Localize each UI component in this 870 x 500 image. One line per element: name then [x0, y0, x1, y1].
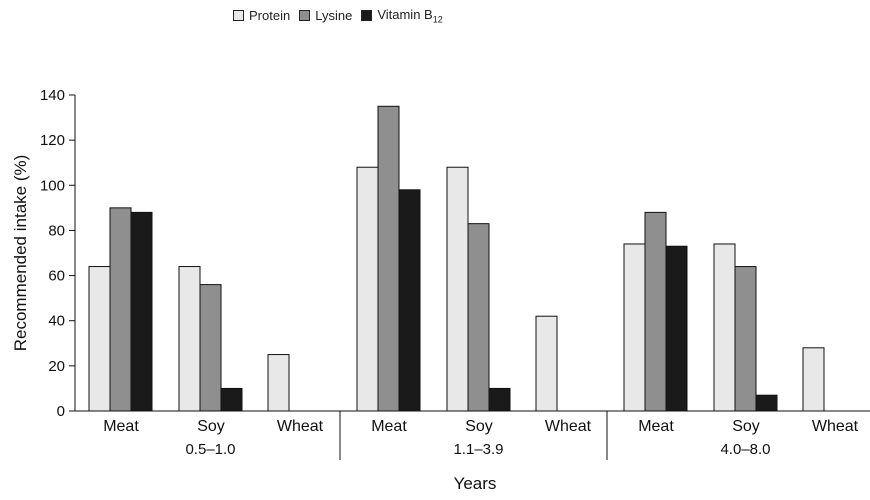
y-tick-label: 0 [57, 403, 65, 420]
x-category-label: Wheat [277, 418, 324, 435]
y-tick-label: 40 [48, 313, 65, 330]
bar-lysine [644, 211, 667, 412]
bar-protein [802, 347, 825, 412]
bars [88, 105, 825, 412]
y-tick-label: 100 [40, 177, 65, 194]
bar-protein [535, 315, 558, 412]
y-tick-label: 20 [48, 358, 65, 375]
x-group-label: 0.5–1.0 [185, 441, 235, 458]
x-group-label: 4.0–8.0 [720, 441, 770, 458]
bar-lysine [734, 266, 757, 412]
y-axis-title: Recommended intake (%) [11, 155, 30, 352]
legend-swatch-protein [233, 10, 244, 22]
x-axis: Meat Soy Wheat 0.5–1.0 Meat Soy Wheat 1.1–3.9 Me… [75, 410, 870, 460]
legend-swatch-vitamin-b12 [361, 10, 373, 22]
bar-lysine [467, 223, 490, 412]
y-axis: 0 20 40 60 80 100 120 140 [40, 87, 76, 420]
legend-swatch-lysine [299, 10, 311, 22]
bar-vitamin-b12 [130, 211, 153, 412]
bar-protein [713, 243, 736, 412]
x-category-label: Meat [638, 418, 674, 435]
x-category-label: Meat [103, 418, 139, 435]
bar-vitamin-b12 [220, 387, 243, 412]
legend-label-protein: Protein [249, 8, 291, 24]
x-category-label: Soy [732, 418, 760, 435]
bar-protein [446, 166, 469, 412]
bar-vitamin-b12 [398, 189, 421, 412]
bar-vitamin-b12 [488, 387, 511, 412]
y-tick-label: 80 [48, 222, 65, 239]
bar-vitamin-b12 [755, 394, 778, 412]
x-category-label: Soy [465, 418, 493, 435]
bar-protein [178, 266, 201, 412]
bar-vitamin-b12 [665, 245, 688, 412]
legend-item-protein: Protein [233, 8, 290, 23]
legend-item-vitamin-b12: Vitamin B12 [361, 7, 443, 25]
x-category-label: Soy [197, 418, 225, 435]
bar-lysine [199, 284, 222, 412]
x-axis-title: Years [454, 474, 497, 493]
bar-protein [88, 266, 111, 412]
bar-lysine [377, 105, 400, 412]
legend-label-vitamin-b12: Vitamin B12 [377, 7, 443, 25]
bar-lysine [109, 207, 132, 412]
y-tick-label: 60 [48, 268, 65, 285]
bar-protein [623, 243, 646, 412]
x-category-label: Wheat [545, 418, 592, 435]
x-group-label: 1.1–3.9 [453, 441, 503, 458]
y-tick-label: 140 [40, 87, 65, 104]
legend-label-lysine: Lysine [315, 8, 353, 24]
x-category-label: Meat [371, 418, 407, 435]
chart-legend: Protein Lysine Vitamin B12 [233, 7, 452, 25]
x-category-label: Wheat [812, 418, 859, 435]
legend-item-lysine: Lysine [299, 8, 352, 23]
y-tick-label: 120 [40, 132, 65, 149]
bar-protein [267, 354, 290, 412]
bar-protein [356, 166, 379, 412]
